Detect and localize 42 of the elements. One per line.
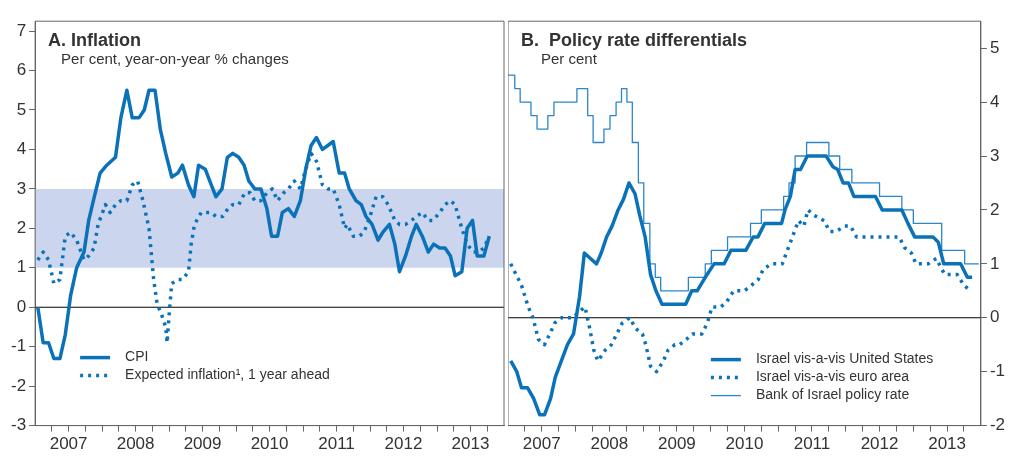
y-tick-label: 5 [16,99,27,119]
y-tick-label: -3 [10,415,27,435]
y-tick-label: 7 [16,20,27,40]
text: Per cent [541,50,598,68]
y2-tick-label: 3 [989,145,1000,165]
y-tick-label: -2 [10,375,27,395]
x-tick-label: 2007 [522,434,561,454]
y2-tick-label: 4 [989,91,1000,111]
x-tick-label: 2013 [451,434,490,454]
text: B. Policy rate differentials [521,30,748,51]
x-tick-label: 2009 [657,434,696,454]
y-tick-label: 3 [16,178,27,198]
y2-tick-label: -2 [989,415,1006,435]
y-tick-label: 1 [16,257,27,277]
y2-tick-label: 5 [989,37,1000,57]
legend-label: Israel vis-a-vis United States [755,350,934,367]
y-tick-label: 4 [16,139,27,159]
text: Per cent, year-on-year % changes [61,50,289,68]
x-tick-label: 2009 [183,434,222,454]
legend-label: Israel vis-a-vis euro area [755,368,910,385]
x-tick-label: 2007 [49,434,88,454]
y-tick-label: 0 [16,296,27,316]
y2-tick-label: 2 [989,199,1000,219]
y-tick-label: 2 [16,218,27,238]
x-tick-label: 2008 [116,434,155,454]
x-tick-label: 2010 [250,434,289,454]
y2-tick-label: -1 [989,361,1006,381]
legend-label: CPI [125,348,149,365]
x-tick-label: 2012 [860,434,899,454]
x-tick-label: 2013 [928,434,967,454]
y2-tick-label: 1 [989,253,1000,273]
x-tick-label: 2010 [725,434,764,454]
legend-label: Expected inflation¹, 1 year ahead [125,366,330,383]
x-tick-label: 2011 [318,434,355,454]
y-tick-label: -1 [10,336,27,356]
x-tick-label: 2012 [384,434,423,454]
text: A. Inflation [48,30,142,51]
y-tick-label: 6 [16,60,27,80]
x-tick-label: 2011 [793,434,831,454]
legend-label: Bank of Israel policy rate [755,386,910,403]
y2-tick-label: 0 [989,307,1000,327]
x-tick-label: 2008 [590,434,629,454]
